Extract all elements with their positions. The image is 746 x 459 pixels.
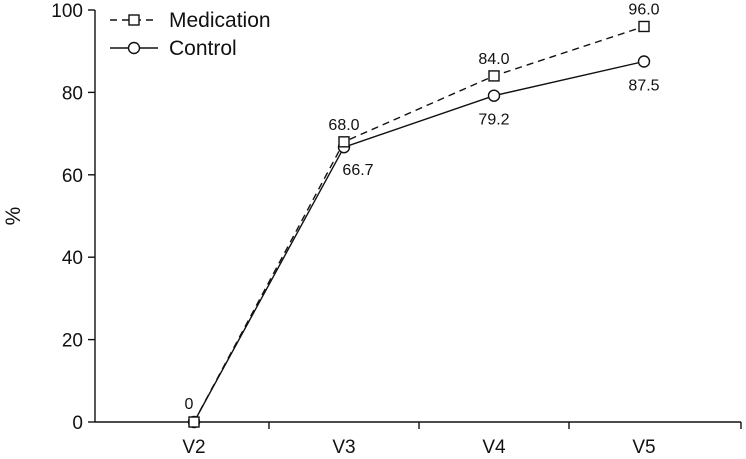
x-tick-label: V4 [482, 437, 506, 458]
legend-item-control: Control [110, 37, 237, 60]
x-tick-label: V3 [332, 437, 355, 458]
medication-marker [488, 70, 500, 82]
legend-swatch-marker [127, 41, 141, 55]
y-tick-label: 100 [51, 1, 83, 22]
y-tick-label: 40 [62, 248, 83, 269]
medication-line [193, 25, 645, 423]
medication-data-label: 68.0 [328, 117, 359, 134]
y-tick-label: 80 [62, 83, 83, 104]
series-control: 0 66.7 79.2 87.5 [185, 55, 660, 429]
medication-data-label: 84.0 [478, 51, 509, 68]
x-tick-label: V2 [182, 437, 205, 458]
y-tick-label: 20 [62, 331, 83, 352]
control-data-label: 87.5 [628, 78, 659, 95]
control-data-label: 0 [185, 396, 194, 413]
legend-label: Control [169, 37, 237, 60]
control-marker [487, 89, 501, 102]
series-layer: 0 66.7 79.2 87.5 68.0 84.0 96.0 [185, 1, 660, 429]
legend-item-medication: Medication [110, 9, 271, 32]
control-marker [637, 55, 651, 68]
medication-marker [338, 136, 350, 148]
y-tick-label: 60 [62, 166, 83, 187]
control-data-label: 66.7 [342, 162, 373, 179]
medication-marker [188, 416, 200, 428]
y-ticks: 0 20 40 60 80 100 [51, 1, 95, 434]
y-axis-title: % [2, 207, 25, 226]
medication-marker [638, 20, 650, 33]
x-tick-label: V5 [632, 437, 655, 458]
y-tick-label: 0 [72, 413, 83, 434]
medication-data-label: 96.0 [628, 1, 659, 18]
series-medication: 68.0 84.0 96.0 [188, 1, 660, 428]
legend-label: Medication [169, 9, 271, 32]
control-data-label: 79.2 [478, 112, 509, 129]
legend: Medication Control [110, 9, 271, 60]
x-ticks: V2 V3 V4 V5 [182, 422, 742, 458]
control-line [193, 60, 645, 423]
legend-swatch-marker [128, 14, 140, 26]
